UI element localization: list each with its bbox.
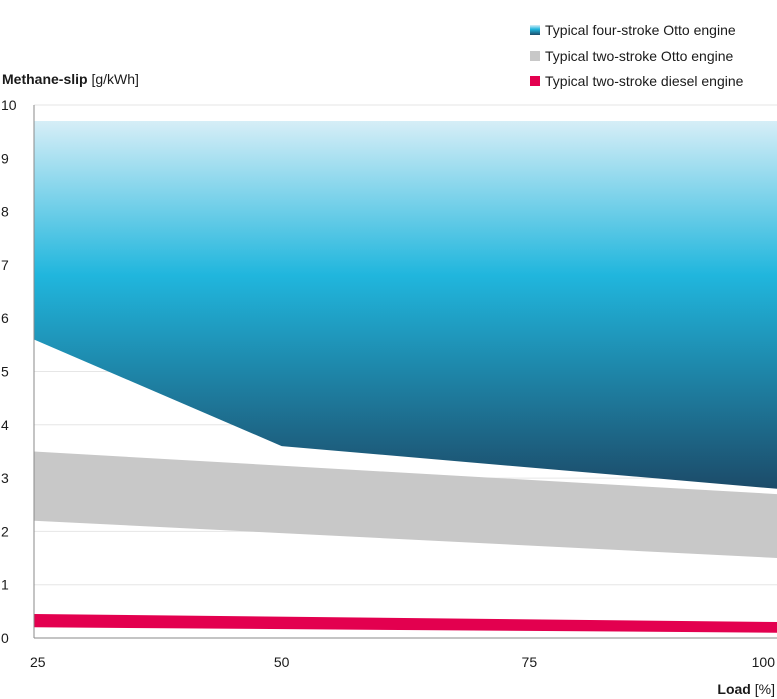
x-tick-label-25: 25 <box>30 654 46 670</box>
legend: Typical four-stroke Otto engine Typical … <box>530 22 744 89</box>
y-tick-label-6: 6 <box>1 310 9 326</box>
x-axis-title-unit: [%] <box>751 681 775 697</box>
area-two-stroke-otto <box>34 451 777 558</box>
legend-label-four-stroke-otto: Typical four-stroke Otto engine <box>545 22 736 38</box>
y-tick-label-9: 9 <box>1 150 9 166</box>
legend-swatch-four-stroke-otto <box>530 25 540 35</box>
x-tick-label-75: 75 <box>522 654 538 670</box>
area-two-stroke-diesel <box>34 614 777 633</box>
axes: 0 1 2 3 4 5 6 7 8 9 10 25 50 75 100 <box>1 97 777 670</box>
y-tick-label-2: 2 <box>1 523 9 539</box>
legend-swatch-two-stroke-otto <box>530 51 540 61</box>
y-tick-label-0: 0 <box>1 630 9 646</box>
y-axis-title-unit: [g/kWh] <box>88 71 139 87</box>
y-tick-label-4: 4 <box>1 417 9 433</box>
area-four-stroke-otto <box>34 121 777 489</box>
y-tick-label-8: 8 <box>1 204 9 220</box>
legend-label-two-stroke-diesel: Typical two-stroke diesel engine <box>545 73 744 89</box>
y-tick-label-3: 3 <box>1 470 9 486</box>
series-areas <box>34 121 777 633</box>
y-axis-title-bold: Methane-slip <box>2 71 88 87</box>
y-tick-label-5: 5 <box>1 364 9 380</box>
x-tick-label-50: 50 <box>274 654 290 670</box>
y-tick-label-1: 1 <box>1 577 9 593</box>
y-axis-title: Methane-slip [g/kWh] <box>2 71 139 87</box>
y-tick-label-10: 10 <box>1 97 17 113</box>
y-tick-label-7: 7 <box>1 257 9 273</box>
legend-swatch-two-stroke-diesel <box>530 76 540 86</box>
x-axis-title: Load [%] <box>717 681 775 697</box>
x-tick-label-100: 100 <box>752 654 776 670</box>
legend-label-two-stroke-otto: Typical two-stroke Otto engine <box>545 48 734 64</box>
x-axis-title-bold: Load <box>717 681 750 697</box>
